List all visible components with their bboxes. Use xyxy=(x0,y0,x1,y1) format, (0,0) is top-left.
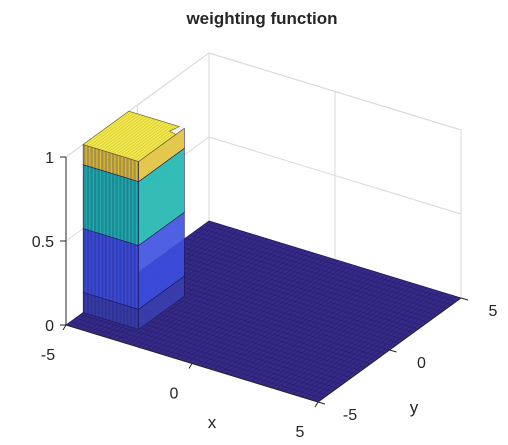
y-tick-mark xyxy=(317,401,326,405)
mesh-line xyxy=(175,245,428,323)
bump-top-mesh xyxy=(96,115,143,149)
bump-top-mesh xyxy=(99,116,146,150)
z-tick-label: 1 xyxy=(45,150,54,167)
x-axis-label: x xyxy=(208,413,217,432)
bump-top-mesh xyxy=(110,119,157,154)
bump-top-mesh xyxy=(88,112,135,147)
x-tick-mark xyxy=(62,324,67,331)
mesh-line xyxy=(180,241,433,320)
mesh-line xyxy=(208,220,462,299)
bump-top-mesh xyxy=(132,126,179,160)
mesh-line xyxy=(189,234,443,313)
y-tick-label: 5 xyxy=(489,303,498,320)
y-tick-label: 0 xyxy=(417,355,426,372)
mesh-line xyxy=(70,321,323,399)
mesh-line xyxy=(156,258,409,337)
mesh-line xyxy=(80,314,333,392)
bump-top-mesh xyxy=(83,111,130,145)
bump-top-mesh xyxy=(138,128,185,162)
bump-top-mesh xyxy=(91,113,138,148)
x-tick-label: -5 xyxy=(41,347,55,364)
mesh-line xyxy=(185,238,438,316)
bump-top-mesh xyxy=(94,114,141,149)
bump-top-mesh xyxy=(102,117,149,151)
mesh-line xyxy=(161,255,414,333)
y-tick-mark xyxy=(389,349,397,353)
bump-top-mesh xyxy=(105,117,152,152)
bump-top-mesh xyxy=(124,123,171,158)
y-tick-mark xyxy=(460,297,469,301)
bump-top-mesh xyxy=(130,125,177,160)
bump-top-mesh xyxy=(85,111,132,146)
bump-top-mesh xyxy=(119,122,166,156)
surface-bump xyxy=(82,110,185,331)
x-tick-mark xyxy=(314,401,319,408)
chart-title: weighting function xyxy=(185,9,337,28)
x-tick-mark xyxy=(188,363,193,369)
mesh-line xyxy=(170,248,423,326)
z-tick-label: 0 xyxy=(45,318,54,335)
mesh-line xyxy=(151,262,404,340)
x-tick-label: 5 xyxy=(296,424,305,440)
tick-labels: -5 0 5 -5 0 5 0 0.5 1 xyxy=(32,150,498,441)
mesh-line xyxy=(199,227,452,306)
bump-top-mesh xyxy=(127,124,174,159)
bump-top-mesh xyxy=(116,121,163,155)
z-tick-label: 0.5 xyxy=(32,234,54,251)
bump-top-mesh xyxy=(113,120,160,154)
mesh-line xyxy=(194,231,447,309)
x-tick-label: 0 xyxy=(170,386,179,403)
y-tick-label: -5 xyxy=(343,407,357,424)
mesh-line xyxy=(166,251,419,330)
bump-top-mesh xyxy=(121,122,168,157)
mesh-line xyxy=(204,224,457,302)
mesh-line xyxy=(146,265,400,344)
y-axis-label: y xyxy=(410,398,419,417)
mesh-line xyxy=(75,317,328,396)
bump-top-mesh xyxy=(107,118,154,153)
bump-top-mesh xyxy=(135,127,182,161)
